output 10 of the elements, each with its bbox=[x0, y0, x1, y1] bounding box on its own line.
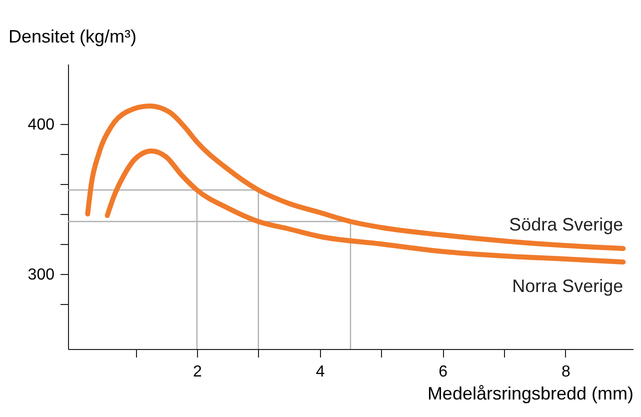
x-tick-label: 6 bbox=[438, 364, 448, 380]
series-label: Södra Sverige bbox=[509, 214, 624, 234]
y-tick-label: 300 bbox=[28, 266, 55, 284]
x-tick-label: 2 bbox=[193, 364, 202, 380]
series-label: Norra Sverige bbox=[512, 276, 624, 296]
y-axis-title: Densitet (kg/m³) bbox=[8, 26, 137, 46]
x-tick-label: 8 bbox=[561, 364, 570, 380]
y-tick-label: 400 bbox=[28, 116, 55, 134]
x-axis-title: Medelårsringsbredd (mm) bbox=[427, 384, 634, 404]
x-tick-label: 4 bbox=[316, 364, 325, 380]
